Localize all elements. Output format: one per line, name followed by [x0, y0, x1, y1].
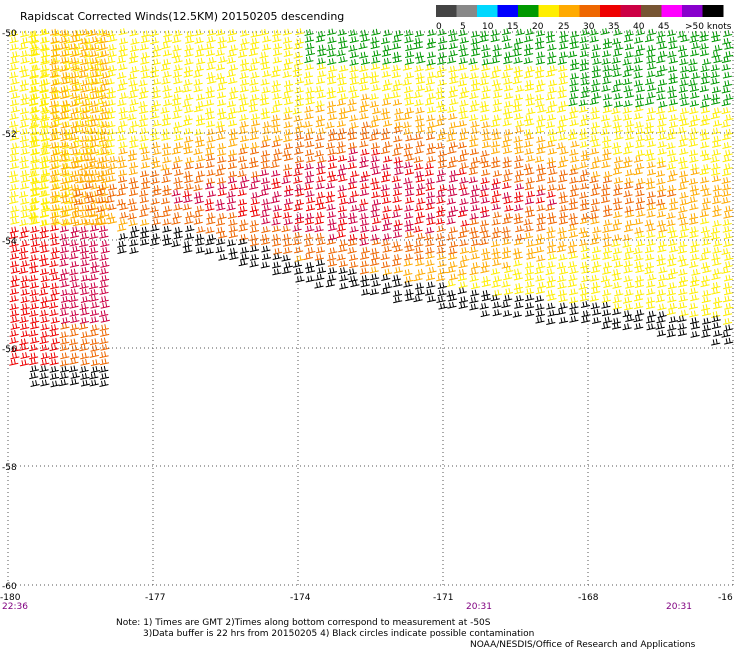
legend-label-1: 5	[460, 22, 466, 32]
legend-swatch	[661, 5, 683, 17]
legend-swatch	[682, 5, 703, 17]
legend-swatch	[518, 5, 539, 17]
legend-label-10: >50 knots	[685, 22, 732, 32]
lon-label-165: -16	[718, 593, 733, 603]
wind-barb-group	[8, 28, 734, 325]
wind-barb-group	[29, 224, 734, 388]
speed-legend	[436, 5, 724, 17]
map-title: Rapidscat Corrected Winds(12.5KM) 201502…	[20, 10, 344, 23]
lat-label-58: -58	[2, 463, 17, 473]
legend-swatch	[702, 5, 724, 17]
wind-barbs-layer	[8, 28, 734, 388]
legend-swatch	[641, 5, 662, 17]
legend-label-3: 15	[507, 22, 518, 32]
legend-label-2: 10	[482, 22, 494, 32]
legend-swatch	[600, 5, 621, 17]
legend-swatch	[559, 5, 580, 17]
legend-swatch	[456, 5, 478, 17]
lon-label-177: -177	[145, 593, 165, 603]
legend-label-0: 0	[436, 22, 442, 32]
legend-swatch	[497, 5, 519, 17]
legend-label-8: 40	[633, 22, 645, 32]
lat-label-52: -52	[2, 130, 17, 140]
lat-label-56: -56	[2, 345, 17, 355]
time-label-mid: 20:31	[466, 602, 492, 612]
legend-label-7: 35	[608, 22, 619, 32]
lat-label-54: -54	[2, 237, 17, 247]
note-line-1: Note: 1) Times are GMT 2)Times along bot…	[116, 618, 491, 628]
legend-swatch	[436, 5, 457, 17]
wind-barb-group	[8, 148, 556, 367]
time-label-right: 20:31	[666, 602, 692, 612]
legend-swatch	[620, 5, 642, 17]
note-line-2: 3)Data buffer is 22 hrs from 20150205 4)…	[143, 629, 534, 639]
wind-barb-group	[59, 147, 558, 324]
legend-swatch	[538, 5, 560, 17]
lat-label-60: -60	[2, 582, 17, 592]
legend-label-5: 25	[558, 22, 569, 32]
legend-label-4: 20	[532, 22, 544, 32]
legend-swatch	[579, 5, 601, 17]
lon-label-174: -174	[290, 593, 311, 603]
lat-label-50: -50	[2, 29, 17, 39]
note-line-3: NOAA/NESDIS/Office of Research and Appli…	[470, 640, 696, 650]
lon-label-168: -168	[578, 593, 599, 603]
lon-label-171: -171	[433, 593, 453, 603]
legend-swatch	[477, 5, 498, 17]
time-label-left: 22:36	[2, 602, 28, 612]
legend-label-6: 30	[583, 22, 595, 32]
lon-label-180: -180	[0, 593, 21, 603]
legend-label-9: 45	[658, 22, 669, 32]
wind-barb-group	[49, 28, 734, 283]
wind-barb-group	[304, 28, 734, 108]
graticule	[7, 31, 734, 586]
wind-barb-group	[59, 121, 677, 367]
